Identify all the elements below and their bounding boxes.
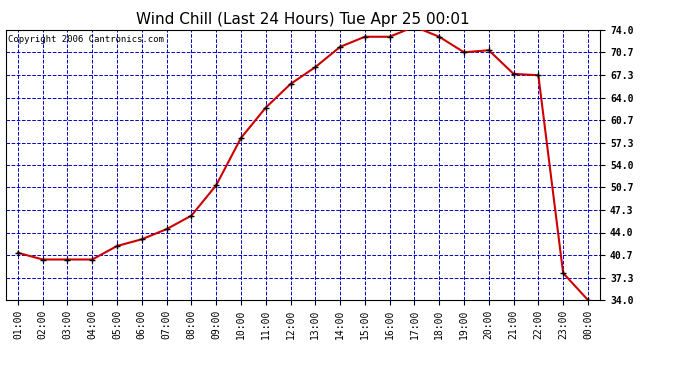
Title: Wind Chill (Last 24 Hours) Tue Apr 25 00:01: Wind Chill (Last 24 Hours) Tue Apr 25 00… [136, 12, 470, 27]
Text: Copyright 2006 Cantronics.com: Copyright 2006 Cantronics.com [8, 35, 164, 44]
